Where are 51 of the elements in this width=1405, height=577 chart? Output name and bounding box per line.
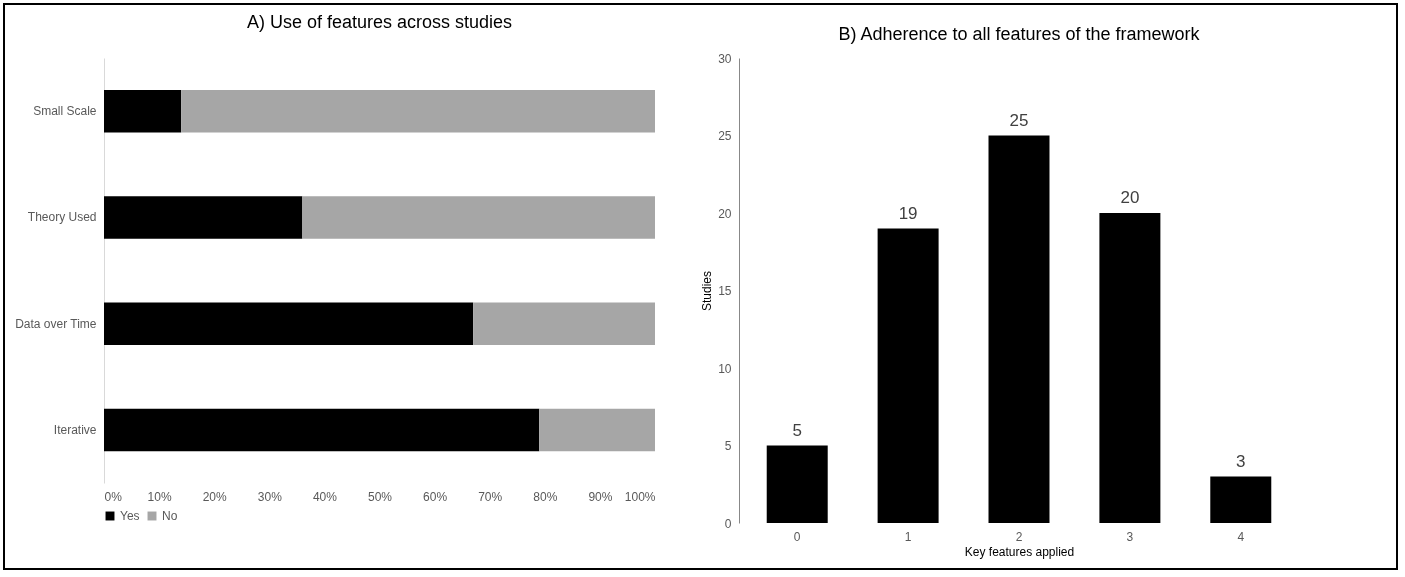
x-tick-label: 0 xyxy=(793,529,801,544)
y-tick-label: 10 xyxy=(718,361,732,376)
bar xyxy=(539,408,655,452)
x-tick-label: 70% xyxy=(478,489,503,504)
x-tick-label: 20% xyxy=(202,489,228,504)
x-tick-label: 2 xyxy=(1015,529,1023,544)
x-tick-label: 1 xyxy=(904,529,912,544)
y-tick-label: 0 xyxy=(724,516,732,531)
data-label: 5 xyxy=(792,420,802,440)
y-tick-label: 25 xyxy=(718,129,732,143)
bar xyxy=(1210,476,1272,523)
x-tick-label: 30% xyxy=(257,489,283,504)
bar xyxy=(877,228,939,523)
data-label: 25 xyxy=(1009,110,1029,130)
y-tick-label: 30 xyxy=(718,51,732,66)
data-label: 20 xyxy=(1120,188,1140,207)
y-tick-label: Iterative xyxy=(53,422,97,437)
y-tick-label: Theory Used xyxy=(27,210,97,225)
y-tick-label: 5 xyxy=(724,439,732,453)
bar xyxy=(104,89,182,133)
y-tick-label: Small Scale xyxy=(33,104,97,119)
x-tick-label: 90% xyxy=(588,489,613,504)
bar xyxy=(104,196,303,239)
bar xyxy=(1099,213,1161,523)
bar xyxy=(473,302,655,345)
x-tick-label: 40% xyxy=(312,489,338,504)
bar xyxy=(104,408,540,452)
x-tick-label: 60% xyxy=(423,489,448,504)
legend-label: No xyxy=(162,509,178,523)
x-tick-label: 10% xyxy=(147,489,172,504)
y-tick-label: 15 xyxy=(718,284,732,298)
chart-title: B) Adherence to all features of the framework xyxy=(838,24,1201,44)
y-tick-label: Data over Time xyxy=(15,316,97,331)
bar xyxy=(766,445,828,523)
y-tick-label: 20 xyxy=(718,206,732,221)
bar xyxy=(104,302,474,345)
x-tick-label: 50% xyxy=(367,489,393,504)
x-tick-label: 3 xyxy=(1126,529,1134,544)
bar xyxy=(181,89,655,133)
bar xyxy=(302,196,655,239)
legend-label: Yes xyxy=(120,509,140,523)
x-axis-title: Key features applied xyxy=(964,544,1075,559)
x-tick-label: 100% xyxy=(624,489,656,504)
y-axis-title: Studies xyxy=(700,270,715,312)
bar xyxy=(988,135,1050,523)
x-tick-label: 0% xyxy=(104,489,123,504)
data-label: 19 xyxy=(898,203,918,223)
chart-title: A) Use of features across studies xyxy=(246,12,513,32)
x-tick-label: 4 xyxy=(1237,529,1245,544)
x-tick-label: 80% xyxy=(533,489,558,504)
data-label: 3 xyxy=(1236,451,1246,471)
